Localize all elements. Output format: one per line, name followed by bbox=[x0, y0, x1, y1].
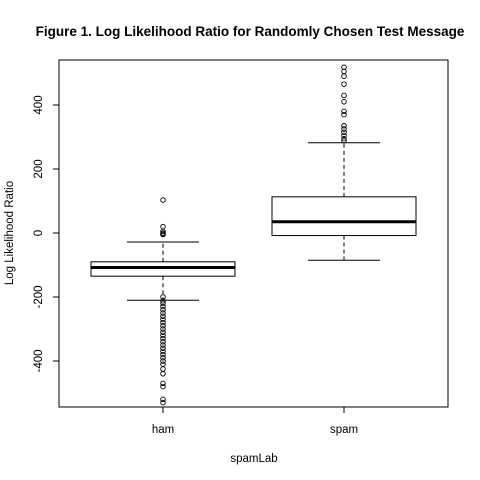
iqr-box bbox=[271, 196, 417, 237]
outlier-point bbox=[160, 326, 166, 332]
y-tick-label: -400 bbox=[33, 349, 45, 372]
outlier-point bbox=[160, 223, 166, 230]
outlier-point bbox=[160, 351, 166, 358]
outlier-point bbox=[160, 396, 166, 403]
y-tick-label: 400 bbox=[33, 95, 45, 114]
outlier-point bbox=[341, 99, 347, 105]
outlier-point bbox=[341, 126, 347, 132]
outlier-point bbox=[160, 366, 166, 372]
outlier-point bbox=[341, 73, 347, 79]
outlier-point bbox=[160, 294, 166, 300]
outlier-point bbox=[160, 380, 166, 387]
outlier-point bbox=[160, 310, 166, 316]
box-spam bbox=[271, 64, 417, 261]
outlier-point bbox=[341, 129, 347, 135]
outlier-point bbox=[160, 361, 166, 367]
y-tick-label: 0 bbox=[33, 230, 45, 236]
boxes bbox=[90, 64, 417, 406]
outlier-point bbox=[160, 319, 166, 326]
y-axis: -400 -200 0 200 400 bbox=[33, 95, 60, 373]
outlier-point bbox=[160, 345, 166, 351]
outlier-point bbox=[341, 135, 347, 142]
y-tick-label: 200 bbox=[33, 159, 45, 178]
outlier-point bbox=[341, 111, 347, 118]
y-axis-label: Log Likelihood Ratio bbox=[4, 181, 16, 285]
outlier-point bbox=[160, 197, 166, 203]
outlier-point bbox=[160, 348, 166, 355]
outlier-point bbox=[160, 231, 166, 238]
x-axis: ham spam bbox=[152, 406, 358, 436]
outlier-point bbox=[160, 339, 166, 345]
outlier-point bbox=[160, 298, 166, 304]
outlier-point bbox=[160, 383, 166, 390]
outlier-point bbox=[160, 355, 166, 361]
outlier-point bbox=[160, 303, 166, 310]
outlier-point bbox=[160, 399, 166, 406]
x-tick-label-ham: ham bbox=[152, 424, 174, 436]
outlier-point bbox=[160, 342, 166, 348]
x-tick-label-spam: spam bbox=[330, 424, 358, 436]
outlier-point bbox=[160, 358, 166, 364]
outlier-point bbox=[160, 228, 166, 235]
outlier-point bbox=[160, 316, 166, 323]
outlier-point bbox=[160, 323, 166, 329]
y-tick-label: -200 bbox=[33, 285, 45, 308]
outlier-point bbox=[341, 108, 347, 115]
outlier-point bbox=[160, 300, 166, 307]
outlier-point bbox=[160, 332, 166, 339]
outlier-point bbox=[160, 329, 166, 335]
outlier-point bbox=[341, 92, 347, 99]
outlier-point bbox=[160, 335, 166, 342]
outlier-point bbox=[341, 123, 347, 129]
outlier-point bbox=[341, 132, 347, 139]
outlier-point bbox=[160, 371, 166, 377]
outlier-point bbox=[341, 81, 347, 87]
outlier-point bbox=[341, 64, 347, 70]
outlier-point bbox=[160, 307, 166, 313]
box-ham bbox=[90, 197, 236, 406]
x-axis-label: spamLab bbox=[230, 453, 277, 465]
outlier-point bbox=[341, 138, 347, 144]
outlier-point bbox=[160, 313, 166, 319]
chart-title: Figure 1. Log Likelihood Ratio for Rando… bbox=[36, 24, 465, 39]
